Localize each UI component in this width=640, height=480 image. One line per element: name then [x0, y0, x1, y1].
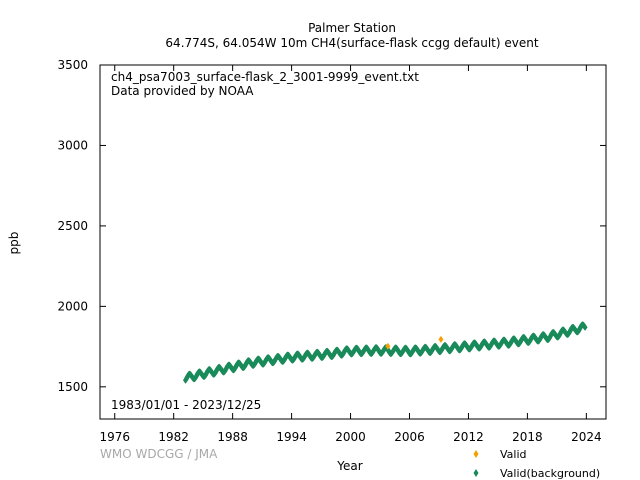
data-points: [182, 321, 588, 384]
y-axis-label: ppb: [7, 232, 21, 255]
legend-label-valid: Valid: [500, 448, 527, 461]
x-tick-label: 2006: [394, 430, 425, 444]
x-tick-label: 2000: [335, 430, 366, 444]
x-tick-label: 1988: [217, 430, 248, 444]
x-tick-label: 1976: [99, 430, 130, 444]
axis-ticks: 1976 1982 1988 1994 2000 2006 2012 2018 2024 1500…: [57, 58, 606, 444]
legend-marker-background: [473, 469, 479, 477]
file-annotation: ch4_psa7003_surface-flask_2_3001-9999_ev…: [111, 70, 419, 84]
legend-marker-valid: [473, 450, 479, 458]
x-tick-label: 2024: [571, 430, 602, 444]
x-tick-label: 2018: [512, 430, 543, 444]
y-tick-label: 3500: [57, 58, 88, 72]
date-range-annotation: 1983/01/01 - 2023/12/25: [111, 398, 261, 412]
credit-text: WMO WDCGG / JMA: [100, 447, 218, 461]
y-tick-label: 2000: [57, 299, 88, 313]
plot-area: [99, 64, 607, 420]
x-tick-label: 1982: [158, 430, 189, 444]
y-tick-label: 2500: [57, 219, 88, 233]
legend: Valid Valid(background): [473, 448, 600, 480]
y-tick-label: 3000: [57, 138, 88, 152]
x-tick-label: 2012: [453, 430, 484, 444]
data-point-background: [582, 323, 588, 331]
y-tick-label: 1500: [57, 380, 88, 394]
provider-annotation: Data provided by NOAA: [111, 84, 254, 98]
data-point-valid: [438, 335, 444, 343]
legend-label-background: Valid(background): [500, 467, 600, 480]
chart-subtitle: 64.774S, 64.054W 10m CH4(surface-flask c…: [165, 36, 538, 50]
x-axis-label: Year: [336, 459, 362, 473]
x-tick-label: 1994: [276, 430, 307, 444]
data-point-valid: [385, 342, 391, 350]
chart-title: Palmer Station: [308, 21, 396, 35]
